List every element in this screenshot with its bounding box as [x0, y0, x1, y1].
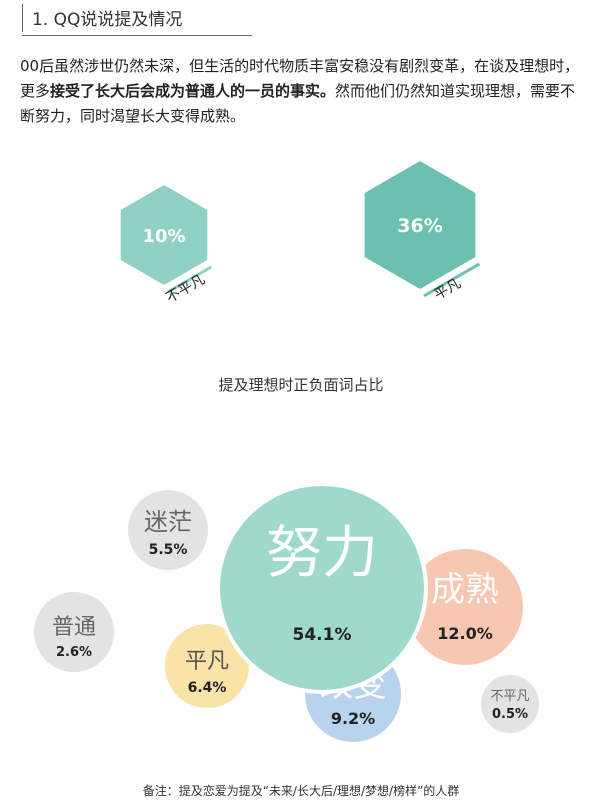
bubble-1 — [216, 482, 428, 694]
bubble-chart: 迷茫5.5%普通2.6%平凡6.4%不平凡0.5%改变9.2%成熟12.0%努力… — [30, 482, 543, 746]
section-header: 1. QQ说说提及情况 — [22, 0, 252, 36]
bubble-value: 54.1% — [293, 625, 352, 645]
bubble-7 — [477, 671, 543, 737]
header-underline — [22, 35, 252, 36]
bubble-label: 平凡 — [185, 649, 229, 674]
hexagon-2 — [364, 161, 476, 289]
hexagon-value: 36% — [397, 215, 442, 237]
footnote: 备注：提及恋爱为提及“未来/长大后/理想/梦想/榜样”的人群 — [142, 784, 460, 798]
header-tick-line — [22, 4, 23, 32]
bubble-value: 12.0% — [437, 624, 493, 643]
hexagon-label: 平凡 — [432, 276, 464, 304]
intro-paragraph: 00后虽然涉世仍然未深，但生活的时代物质丰富安稳没有剧烈变革，在谈及理想时，更多… — [20, 54, 590, 129]
intro-text-after: 然而他们仍然知道实现理想，需要不断努力，同时渴望长大变得成熟。 — [20, 82, 576, 125]
bubble-label: 不平凡 — [490, 689, 529, 704]
bubble-label: 努力 — [266, 521, 378, 586]
bubble-value: 0.5% — [492, 707, 528, 722]
hexagon-accent-line — [167, 265, 213, 294]
bubble-chart-title: 提及理想时正负面词占比 — [218, 376, 384, 394]
intro-text-before: 00后虽然涉世仍然未深，但生活的时代物质丰富安稳没有剧烈变革，在谈及理想时，更多 — [20, 57, 580, 100]
bubble-value: 2.6% — [56, 645, 92, 660]
bubble-value: 6.4% — [188, 680, 227, 696]
bubble-label: 普通 — [52, 615, 96, 640]
intro-text-bold: 接受了长大后会成为普通人的一员的事实。 — [50, 82, 336, 100]
bubble-6 — [30, 588, 118, 676]
bubble-value: 5.5% — [149, 542, 188, 558]
hexagon-accent-line — [423, 262, 481, 298]
bubble-label: 迷茫 — [144, 508, 192, 536]
bubble-label: 成熟 — [431, 570, 499, 610]
bubble-value: 9.2% — [331, 709, 375, 728]
hexagon-1 — [120, 185, 208, 285]
bubble-5 — [124, 486, 212, 574]
hexagon-value: 10% — [142, 226, 185, 247]
section-title: 1. QQ说说提及情况 — [32, 10, 183, 30]
